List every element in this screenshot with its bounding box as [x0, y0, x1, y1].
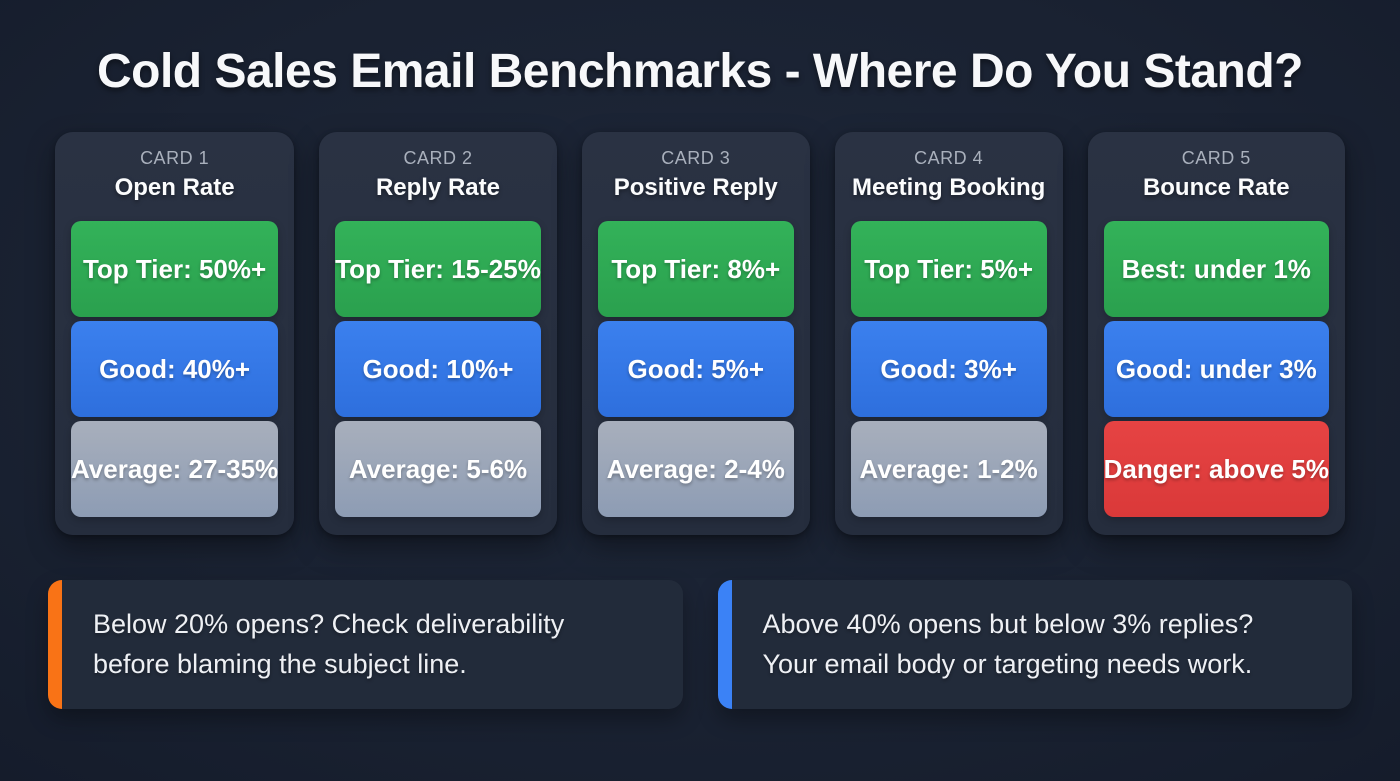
tier-pill-green: Top Tier: 5%+ — [850, 221, 1047, 317]
benchmark-card: CARD 3 Positive Reply Top Tier: 8%+ Good: 5… — [581, 132, 810, 535]
callout-text: Below 20% opens? Check deliverability be… — [93, 608, 565, 679]
tier-pill-gray: Average: 27-35% — [71, 421, 279, 517]
benchmark-card: CARD 1 Open Rate Top Tier: 50%+ Good: 40%+ A… — [55, 132, 295, 535]
tier-list: Top Tier: 5%+ Good: 3%+ Average: 1-2% — [850, 221, 1047, 517]
tier-list: Best: under 1% Good: under 3% Danger: abov… — [1103, 221, 1329, 517]
callouts-row: Below 20% opens? Check deliverability be… — [0, 580, 1400, 709]
tier-pill-blue: Good: 40%+ — [71, 321, 279, 417]
benchmark-card: CARD 2 Reply Rate Top Tier: 15-25% Good: 10… — [319, 132, 557, 535]
page-title: Cold Sales Email Benchmarks - Where Do Y… — [96, 45, 1304, 98]
tier-pill-green: Best: under 1% — [1103, 221, 1329, 317]
tier-pill-green: Top Tier: 8%+ — [597, 221, 794, 317]
card-metric-title: Open Rate — [114, 174, 235, 201]
card-label: CARD 3 — [661, 148, 731, 168]
card-metric-title: Reply Rate — [375, 174, 500, 201]
benchmark-card: CARD 5 Bounce Rate Best: under 1% Good: und… — [1087, 132, 1345, 535]
callout-note: Above 40% opens but below 3% replies? Yo… — [717, 580, 1352, 709]
tier-pill-blue: Good: 3%+ — [850, 321, 1047, 417]
callout-note: Below 20% opens? Check deliverability be… — [48, 580, 683, 709]
callout-text: Above 40% opens but below 3% replies? Yo… — [762, 608, 1254, 679]
card-label: CARD 4 — [914, 148, 984, 168]
tier-list: Top Tier: 15-25% Good: 10%+ Average: 5-6% — [335, 221, 541, 517]
tier-pill-gray: Average: 5-6% — [335, 421, 541, 517]
tier-pill-blue: Good: 10%+ — [335, 321, 541, 417]
card-metric-title: Bounce Rate — [1142, 174, 1290, 201]
card-metric-title: Meeting Booking — [851, 174, 1046, 201]
tier-pill-blue: Good: under 3% — [1103, 321, 1329, 417]
card-label: CARD 5 — [1181, 148, 1251, 168]
benchmark-cards-row: CARD 1 Open Rate Top Tier: 50%+ Good: 40%+ A… — [0, 132, 1400, 535]
card-label: CARD 1 — [140, 148, 210, 168]
benchmark-card: CARD 4 Meeting Booking Top Tier: 5%+ Good: … — [834, 132, 1063, 535]
tier-pill-blue: Good: 5%+ — [597, 321, 794, 417]
card-metric-title: Positive Reply — [613, 174, 778, 201]
tier-pill-gray: Average: 1-2% — [850, 421, 1047, 517]
card-label: CARD 2 — [403, 148, 473, 168]
tier-pill-red: Danger: above 5% — [1103, 421, 1329, 517]
tier-list: Top Tier: 8%+ Good: 5%+ Average: 2-4% — [597, 221, 794, 517]
tier-pill-green: Top Tier: 15-25% — [335, 221, 541, 317]
tier-pill-gray: Average: 2-4% — [597, 421, 794, 517]
tier-list: Top Tier: 50%+ Good: 40%+ Average: 27-35% — [71, 221, 279, 517]
tier-pill-green: Top Tier: 50%+ — [71, 221, 279, 317]
